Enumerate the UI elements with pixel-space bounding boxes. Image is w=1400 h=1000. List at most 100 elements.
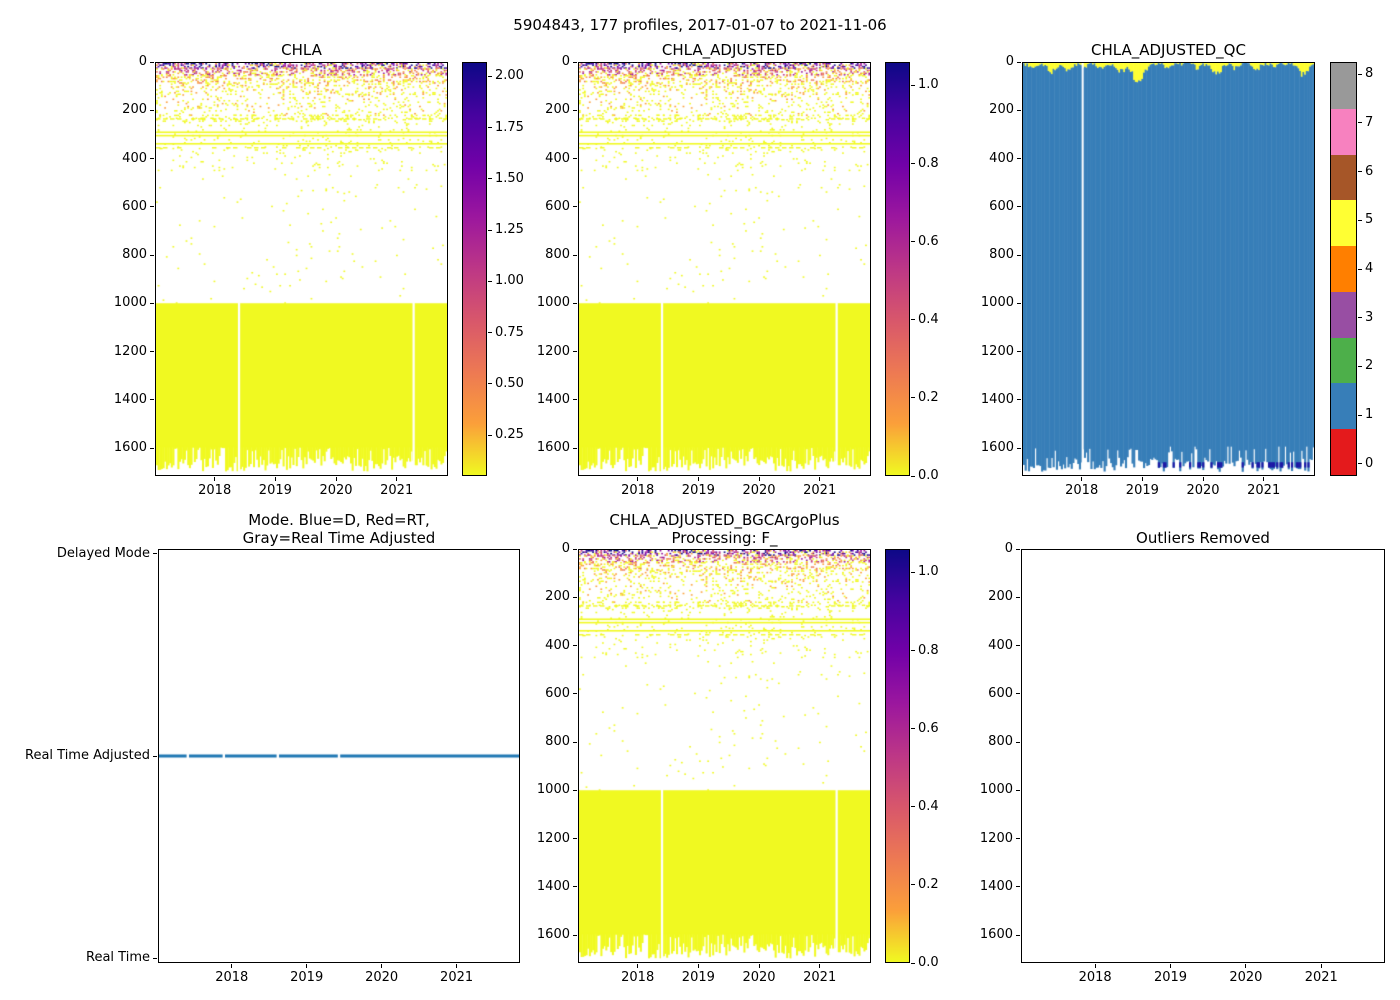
- y-tick-mark: [150, 399, 154, 401]
- y-tick-mark: [1016, 741, 1020, 743]
- colorbar-tick-mark: [911, 806, 915, 808]
- x-tick-label: 2021: [440, 970, 474, 985]
- y-tick-label: 1600: [113, 440, 147, 456]
- y-tick-label: 1600: [979, 927, 1013, 943]
- qc-colorbar-segment: [1331, 154, 1356, 201]
- colorbar-tick-label: 2: [1365, 358, 1374, 374]
- x-tick-label: 2020: [1186, 483, 1220, 498]
- y-tick-label: 200: [545, 589, 570, 605]
- y-tick-mark: [573, 596, 577, 598]
- x-tick-label: 2018: [1078, 970, 1112, 985]
- bgc-colorbar: [885, 549, 910, 963]
- x-tick-mark: [306, 964, 308, 968]
- y-tick-label: 1600: [536, 927, 570, 943]
- y-tick-label: 1400: [113, 391, 147, 407]
- y-tick-label: 600: [545, 198, 570, 214]
- colorbar-tick-mark: [1358, 219, 1362, 221]
- bgc-heatmap-canvas: [579, 550, 870, 962]
- mode-y-tick-label: Real Time Adjusted: [25, 748, 150, 763]
- y-tick-mark: [573, 693, 577, 695]
- y-tick-mark: [1016, 548, 1020, 550]
- y-tick-label: 800: [545, 734, 570, 750]
- colorbar-tick-mark: [911, 475, 915, 477]
- x-tick-label: 2018: [198, 483, 232, 498]
- mode-line-canvas: [159, 550, 519, 962]
- colorbar-tick-label: 6: [1365, 163, 1374, 179]
- y-tick-mark: [573, 158, 577, 160]
- qc-colorbar-segment: [1331, 291, 1356, 338]
- x-tick-label: 2018: [1065, 483, 1099, 498]
- colorbar-tick-label: 0.2: [918, 389, 939, 405]
- y-tick-label: 1200: [980, 343, 1014, 359]
- y-tick-label: 400: [545, 150, 570, 166]
- x-tick-mark: [274, 477, 276, 481]
- y-tick-mark: [573, 206, 577, 208]
- y-tick-label: 400: [989, 150, 1014, 166]
- x-tick-label: 2021: [1247, 483, 1281, 498]
- colorbar-tick-label: 3: [1365, 309, 1374, 325]
- y-tick-label: 1200: [979, 830, 1013, 846]
- colorbar-tick-mark: [1358, 317, 1362, 319]
- y-tick-mark: [1016, 693, 1020, 695]
- y-tick-mark: [573, 254, 577, 256]
- x-tick-mark: [231, 964, 233, 968]
- colorbar-tick-label: 1.75: [495, 119, 524, 135]
- adjusted-title: CHLA_ADJUSTED: [661, 41, 788, 59]
- y-tick-mark: [573, 447, 577, 449]
- y-tick-mark: [150, 206, 154, 208]
- y-tick-mark: [573, 302, 577, 304]
- mode-y-tick-label: Delayed Mode: [56, 545, 150, 561]
- x-tick-mark: [637, 477, 639, 481]
- colorbar-tick-label: 0: [1365, 455, 1374, 471]
- colorbar-tick-mark: [488, 434, 492, 436]
- qc-colorbar-segment: [1331, 337, 1356, 384]
- x-tick-mark: [1141, 477, 1143, 481]
- y-tick-label: 400: [545, 637, 570, 653]
- x-tick-label: 2018: [621, 970, 655, 985]
- x-tick-label: 2020: [1229, 970, 1263, 985]
- mode-y-tick-mark: [153, 957, 157, 959]
- x-tick-label: 2019: [681, 970, 715, 985]
- x-tick-label: 2021: [1304, 970, 1338, 985]
- y-tick-label: 1000: [536, 782, 570, 798]
- chla-title: CHLA: [281, 41, 322, 59]
- y-tick-mark: [1016, 886, 1020, 888]
- colorbar-tick-mark: [911, 571, 915, 573]
- y-tick-label: 1600: [536, 440, 570, 456]
- colorbar-tick-label: 2.00: [495, 68, 524, 84]
- qc-colorbar: [1330, 62, 1357, 476]
- x-tick-label: 2021: [803, 970, 837, 985]
- colorbar-tick-mark: [1358, 414, 1362, 416]
- y-tick-label: 800: [122, 247, 147, 263]
- y-tick-mark: [573, 886, 577, 888]
- y-tick-mark: [573, 399, 577, 401]
- colorbar-tick-mark: [488, 332, 492, 334]
- y-tick-mark: [150, 254, 154, 256]
- colorbar-tick-label: 4: [1365, 261, 1374, 276]
- colorbar-tick-label: 1.0: [918, 564, 939, 580]
- x-tick-label: 2019: [1125, 483, 1159, 498]
- colorbar-tick-label: 0.8: [918, 155, 939, 171]
- outliers-empty-panel: [1021, 549, 1385, 963]
- y-tick-label: 1200: [536, 343, 570, 359]
- mode-line-panel: [158, 549, 520, 963]
- qc-title: CHLA_ADJUSTED_QC: [1091, 41, 1246, 59]
- adjusted-heatmap-canvas: [579, 63, 870, 475]
- qc-colorbar-segment: [1331, 63, 1356, 109]
- y-tick-label: 600: [122, 198, 147, 214]
- x-tick-label: 2020: [319, 483, 353, 498]
- colorbar-tick-mark: [911, 884, 915, 886]
- x-tick-label: 2020: [742, 970, 776, 985]
- x-tick-mark: [758, 964, 760, 968]
- y-tick-mark: [150, 302, 154, 304]
- qc-colorbar-segment: [1331, 383, 1356, 430]
- colorbar-tick-mark: [1358, 365, 1362, 367]
- colorbar-tick-label: 7: [1365, 114, 1374, 130]
- x-tick-mark: [1263, 477, 1265, 481]
- colorbar-tick-mark: [911, 241, 915, 243]
- x-tick-label: 2018: [215, 970, 249, 985]
- y-tick-label: 400: [988, 637, 1013, 653]
- colorbar-tick-label: 0.0: [918, 468, 939, 483]
- colorbar-tick-mark: [488, 127, 492, 129]
